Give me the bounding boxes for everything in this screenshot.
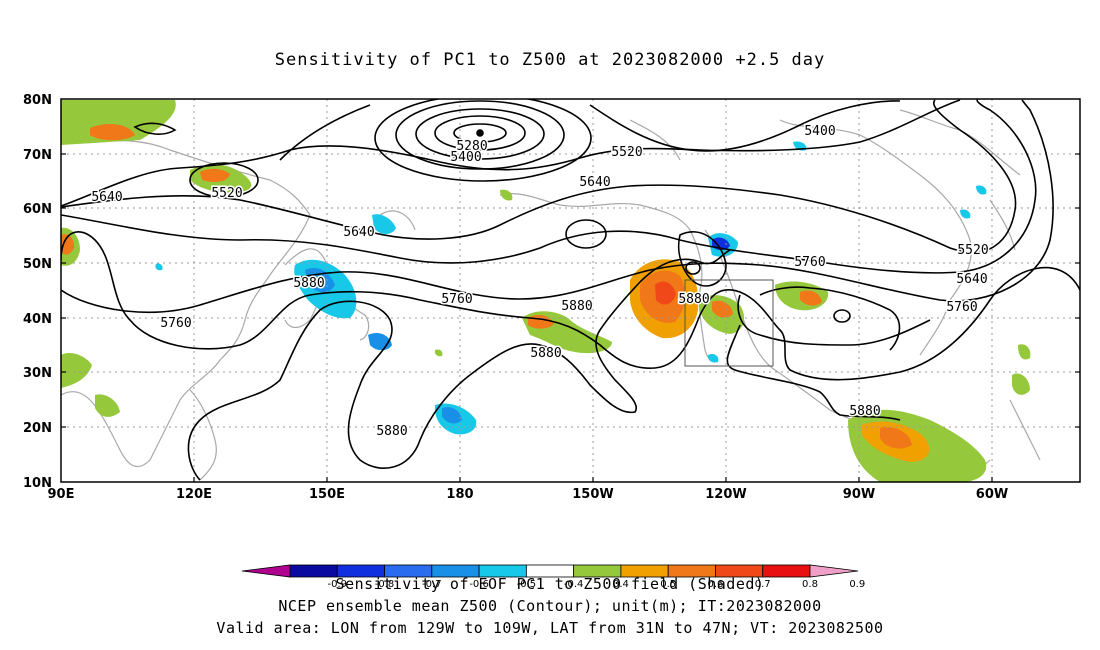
colorbar-label: 0.5 — [660, 579, 676, 590]
lat-label: 70N — [23, 148, 52, 163]
colorbar-label: -0.8 — [375, 579, 395, 590]
contour-label: 5520 — [211, 186, 242, 201]
contour-label: 5400 — [450, 150, 481, 165]
contour-label: 5520 — [957, 243, 988, 258]
contour-label: 5520 — [611, 145, 642, 160]
contour-label: 5760 — [794, 255, 825, 270]
contour-label: 5280 — [456, 139, 487, 154]
lon-label: 120E — [176, 487, 212, 502]
lon-label: 60W — [976, 487, 1008, 502]
lat-labels: 80N 70N 60N 50N 40N 30N 20N 10N — [23, 93, 52, 491]
map-title: Sensitivity of PC1 to Z500 at 2023082000… — [274, 50, 826, 70]
lat-lon-grid — [61, 99, 1080, 482]
footer-line-3: Valid area: LON from 129W to 109W, LAT f… — [216, 619, 884, 637]
contour-label: 5880 — [293, 276, 324, 291]
lat-label: 10N — [23, 476, 52, 491]
contour-label: 5760 — [160, 316, 191, 331]
footer: Sensitivity of EOF PC1 to Z500 field (Sh… — [0, 573, 1100, 639]
valid-area-box — [684, 279, 774, 367]
z500-contours — [61, 99, 1080, 481]
lon-label: 120W — [705, 487, 746, 502]
lat-label: 60N — [23, 202, 52, 217]
lon-labels: 90E 120E 150E 180 150W 120W 90W 60W — [48, 487, 1009, 502]
colorbar-label: 0.4 — [613, 579, 629, 590]
lon-label: 90E — [48, 487, 75, 502]
colorbar-label: -0.9 — [328, 579, 348, 590]
contour-label: 5880 — [530, 346, 561, 361]
colorbar-label: -0.5 — [517, 579, 537, 590]
lon-label: 90W — [843, 487, 875, 502]
axis-ticks — [61, 153, 1080, 482]
colorbar-label: 0.9 — [849, 579, 865, 590]
contour-label: 5400 — [804, 124, 835, 139]
colorbar-label: 0.8 — [802, 579, 818, 590]
contour-label: 5880 — [376, 424, 407, 439]
lon-label: 150E — [309, 487, 345, 502]
plot-frame — [60, 98, 1081, 483]
footer-line-2: NCEP ensemble mean Z500 (Contour); unit(… — [278, 597, 822, 615]
contour-label: 5640 — [91, 190, 122, 205]
colorbar-high-arrow — [809, 564, 859, 578]
contour-label: 5640 — [956, 272, 987, 287]
lat-label: 80N — [23, 93, 52, 108]
lat-label: 30N — [23, 366, 52, 381]
footer-line-1: Sensitivity of EOF PC1 to Z500 field (Sh… — [335, 575, 765, 593]
contour-label: 5760 — [946, 300, 977, 315]
contour-label: 5640 — [579, 175, 610, 190]
contour-label: 5640 — [343, 225, 374, 240]
lat-label: 40N — [23, 312, 52, 327]
lat-label: 20N — [23, 421, 52, 436]
colorbar-label: 0.6 — [708, 579, 724, 590]
colorbar-label: -0.6 — [469, 579, 489, 590]
contour-label: 5880 — [678, 292, 709, 307]
sensitivity-shading — [61, 100, 1031, 482]
lon-label: 150W — [572, 487, 613, 502]
colorbar-label: -0.7 — [422, 579, 442, 590]
lon-label: 180 — [446, 487, 473, 502]
contour-label: 5880 — [849, 404, 880, 419]
contour-label: 5760 — [441, 292, 472, 307]
contour-labels: 5280540055205640552056405640540055205640… — [90, 123, 990, 441]
contour-label: 5880 — [561, 299, 592, 314]
colorbar-label: -0.4 — [564, 579, 584, 590]
lat-label: 50N — [23, 257, 52, 272]
colorbar-label: 0.7 — [755, 579, 771, 590]
colorbar: -0.9 -0.8 -0.7 -0.6 -0.5 -0.4 0.4 0.5 0.6 0.7 0.8 0… — [241, 564, 865, 590]
